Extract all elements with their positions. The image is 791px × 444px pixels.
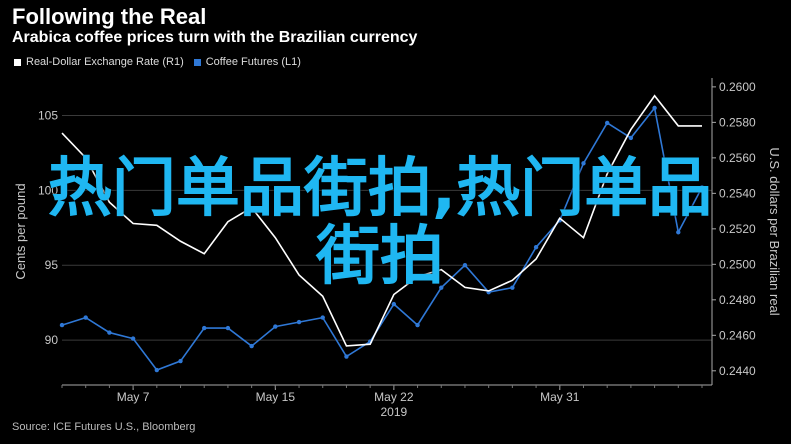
- right-tick-label: 0.2580: [719, 115, 756, 129]
- chart-subtitle: Arabica coffee prices turn with the Braz…: [12, 29, 418, 46]
- chart-title: Following the Real: [12, 4, 207, 29]
- source-note: Source: ICE Futures U.S., Bloomberg: [12, 421, 196, 433]
- legend-swatch-exchange-rate: [14, 58, 21, 66]
- data-point: [652, 105, 657, 111]
- data-point: [59, 322, 65, 328]
- data-point: [391, 301, 397, 307]
- data-point: [439, 285, 444, 290]
- legend: Real-Dollar Exchange Rate (R1) Coffee Fu…: [14, 56, 301, 68]
- data-point: [296, 319, 302, 325]
- right-tick-label: 0.2460: [719, 328, 756, 342]
- right-tick-label: 0.2500: [719, 257, 756, 271]
- series-lines: [59, 94, 705, 373]
- right-tick-label: 0.2540: [719, 186, 756, 200]
- x-year-label: 2019: [381, 405, 408, 419]
- legend-swatch-coffee-futures: [193, 58, 201, 66]
- x-tick-label: May 15: [256, 390, 296, 404]
- right-tick-label: 0.2480: [719, 293, 756, 307]
- series-line-coffee-futures: [61, 106, 703, 371]
- x-tick-label: May 31: [540, 390, 580, 404]
- tick-labels: 90 95 100 105 0.2440 0.2460 0.2480 0.2500 0.2520…: [13, 80, 782, 419]
- left-axis-label: Cents per pound: [13, 183, 28, 279]
- right-tick-label: 0.2520: [719, 222, 756, 236]
- data-point: [178, 358, 183, 364]
- left-tick-label: 90: [45, 333, 59, 347]
- data-point: [154, 367, 160, 373]
- x-tick-label: May 22: [374, 390, 414, 404]
- data-point: [676, 230, 681, 235]
- legend-item-coffee-futures: Coffee Futures (L1): [193, 56, 301, 68]
- data-point: [83, 315, 88, 320]
- data-point: [533, 245, 539, 250]
- data-point: [604, 120, 610, 126]
- data-point: [415, 322, 420, 328]
- data-point: [320, 315, 325, 320]
- data-point: [510, 285, 515, 290]
- right-axis-label: U.S. dollars per Brazilian real: [767, 147, 782, 315]
- axes: [61, 78, 716, 390]
- x-tick-label: May 7: [117, 390, 150, 404]
- data-point: [581, 161, 586, 166]
- data-point: [462, 262, 468, 268]
- data-point: [225, 325, 231, 331]
- left-tick-label: 95: [45, 258, 59, 272]
- legend-item-exchange-rate: Real-Dollar Exchange Rate (R1): [14, 56, 184, 68]
- left-tick-label: 105: [38, 108, 58, 122]
- data-point: [130, 336, 136, 341]
- right-tick-label: 0.2600: [719, 80, 756, 94]
- data-point: [273, 324, 278, 329]
- data-point: [202, 325, 207, 331]
- right-tick-label: 0.2440: [719, 364, 756, 378]
- data-point: [628, 135, 634, 141]
- legend-label-coffee-futures: Coffee Futures (L1): [205, 56, 301, 68]
- grid: [62, 114, 712, 341]
- right-tick-label: 0.2560: [719, 151, 756, 165]
- data-point: [249, 343, 254, 349]
- series-line-exchange-rate: [61, 94, 702, 347]
- left-tick-label: 100: [38, 183, 58, 197]
- data-point: [699, 185, 705, 190]
- legend-label-exchange-rate: Real-Dollar Exchange Rate (R1): [26, 56, 184, 68]
- data-point: [107, 330, 112, 335]
- data-point: [344, 354, 349, 359]
